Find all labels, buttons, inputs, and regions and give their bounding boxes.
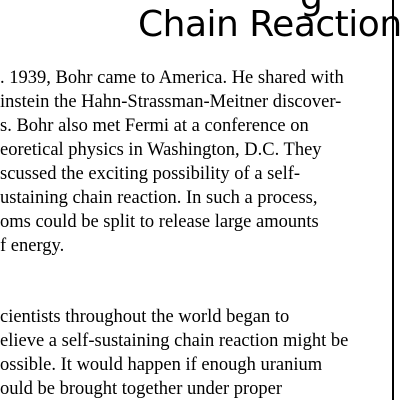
paragraph-2-line: ossible. It would happen if enough urani… xyxy=(0,355,323,375)
paragraph-2-line: cientists throughout the world began to xyxy=(0,307,290,327)
right-margin-rule xyxy=(392,0,394,400)
paragraph-1-line: eoretical physics in Washington, D.C. Th… xyxy=(0,140,322,160)
paragraph-1-line: ustaining chain reaction. In such a proc… xyxy=(0,188,318,208)
paragraph-1-line: oms could be split to release large amou… xyxy=(0,212,319,232)
paragraph-1-line: s. Bohr also met Fermi at a conference o… xyxy=(0,116,309,136)
paragraph-1-line: f energy. xyxy=(0,236,65,256)
paragraph-1-line: . 1939, Bohr came to America. He shared … xyxy=(0,68,344,88)
paragraph-1-line: scussed the exciting possibility of a se… xyxy=(0,164,301,184)
page-heading: Chain Reaction xyxy=(138,4,400,45)
heading-fragment: g xyxy=(300,0,323,16)
paragraph-2-line: ould be brought together under proper xyxy=(0,379,283,399)
paragraph-2-line: elieve a self-sustaining chain reaction … xyxy=(0,331,349,351)
paragraph-1-line: instein the Hahn-Strassman-Meitner disco… xyxy=(0,92,342,112)
